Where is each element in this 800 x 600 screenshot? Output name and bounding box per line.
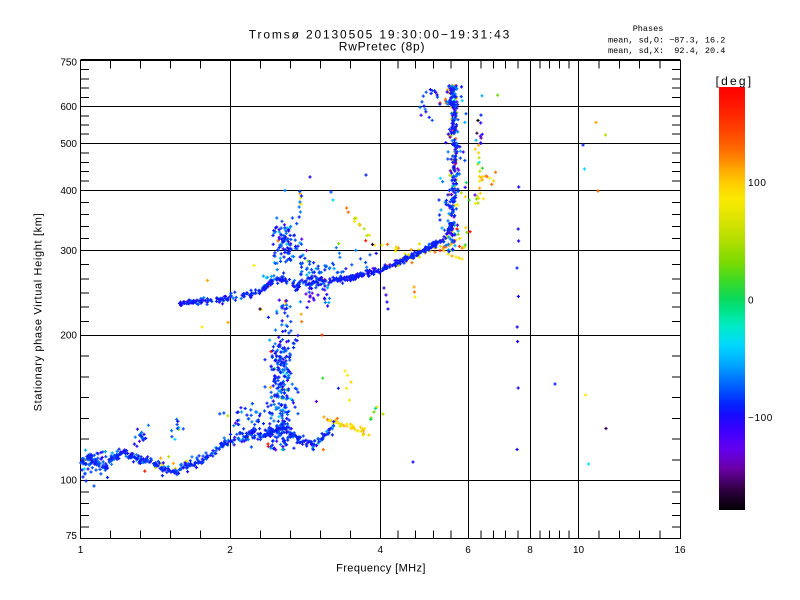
svg-text:1: 1 xyxy=(78,545,84,556)
svg-text:4: 4 xyxy=(378,545,384,556)
svg-text:75: 75 xyxy=(66,531,78,542)
svg-text:Stationary phase Virtual Heigh: Stationary phase Virtual Height [km] xyxy=(33,213,45,412)
svg-text:mean, sd,O: −87.3, 16.2: mean, sd,O: −87.3, 16.2 xyxy=(608,36,725,46)
svg-text:750: 750 xyxy=(60,58,77,69)
svg-text:[deg]: [deg] xyxy=(716,74,754,88)
svg-text:500: 500 xyxy=(60,139,77,150)
svg-text:16: 16 xyxy=(674,545,686,556)
svg-text:Tromsø 20130505 19:30:00−19:31: Tromsø 20130505 19:30:00−19:31:43 xyxy=(249,28,511,42)
svg-text:300: 300 xyxy=(60,246,77,257)
svg-text:2: 2 xyxy=(227,545,233,556)
svg-text:600: 600 xyxy=(60,102,77,113)
svg-text:−100: −100 xyxy=(748,413,773,424)
svg-text:0: 0 xyxy=(748,295,754,306)
svg-text:mean, sd,X: 92.4, 20.4: mean, sd,X: 92.4, 20.4 xyxy=(608,46,725,56)
svg-text:400: 400 xyxy=(60,186,77,197)
svg-text:Phases: Phases xyxy=(633,24,664,34)
svg-text:200: 200 xyxy=(60,331,77,342)
svg-text:10: 10 xyxy=(573,545,585,556)
svg-text:100: 100 xyxy=(748,178,767,189)
svg-text:6: 6 xyxy=(465,545,471,556)
svg-text:Frequency [MHz]: Frequency [MHz] xyxy=(336,563,426,575)
svg-text:8: 8 xyxy=(527,545,533,556)
svg-text:RwPretec (8p): RwPretec (8p) xyxy=(339,40,425,54)
svg-text:100: 100 xyxy=(60,476,77,487)
